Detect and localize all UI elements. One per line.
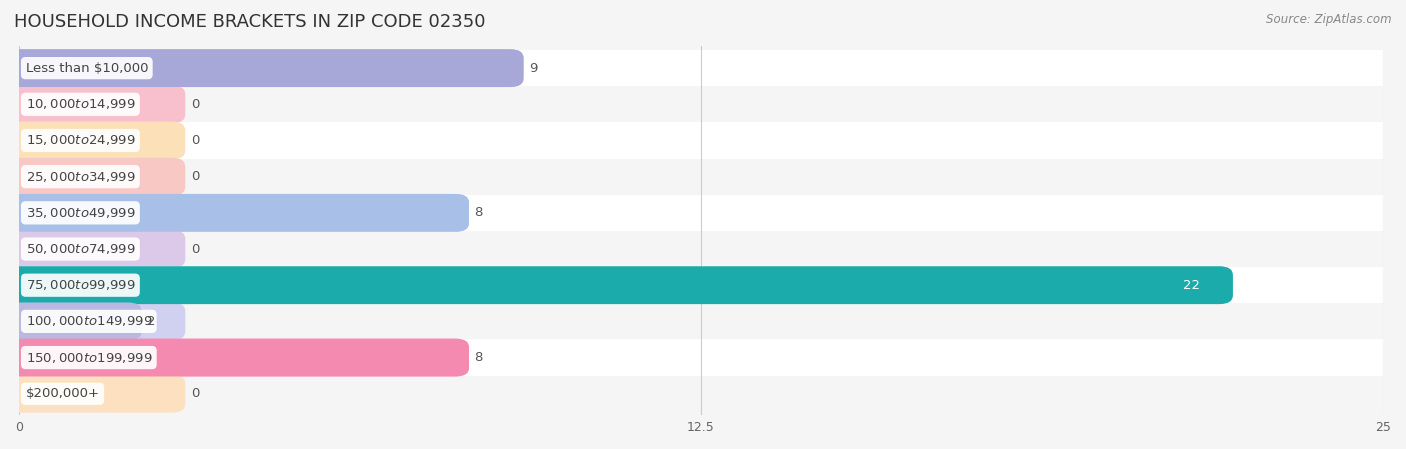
FancyBboxPatch shape <box>6 303 186 340</box>
Text: 9: 9 <box>529 62 537 75</box>
Text: $75,000 to $99,999: $75,000 to $99,999 <box>25 278 135 292</box>
Bar <box>20 303 1384 339</box>
Text: 8: 8 <box>475 207 484 220</box>
Text: HOUSEHOLD INCOME BRACKETS IN ZIP CODE 02350: HOUSEHOLD INCOME BRACKETS IN ZIP CODE 02… <box>14 13 485 31</box>
Bar <box>20 50 1384 86</box>
FancyBboxPatch shape <box>6 230 186 268</box>
FancyBboxPatch shape <box>6 266 1233 304</box>
Text: 0: 0 <box>191 170 200 183</box>
FancyBboxPatch shape <box>6 49 523 87</box>
Bar <box>20 339 1384 376</box>
Text: $200,000+: $200,000+ <box>25 387 100 400</box>
FancyBboxPatch shape <box>6 194 470 232</box>
Text: 22: 22 <box>1184 279 1201 292</box>
Text: $35,000 to $49,999: $35,000 to $49,999 <box>25 206 135 220</box>
FancyBboxPatch shape <box>6 85 186 123</box>
Bar <box>20 86 1384 123</box>
FancyBboxPatch shape <box>6 49 523 87</box>
Text: Less than $10,000: Less than $10,000 <box>25 62 148 75</box>
FancyBboxPatch shape <box>6 158 186 196</box>
Bar <box>20 267 1384 303</box>
Text: 0: 0 <box>191 98 200 111</box>
FancyBboxPatch shape <box>6 266 1233 304</box>
Text: $25,000 to $34,999: $25,000 to $34,999 <box>25 170 135 184</box>
Text: Source: ZipAtlas.com: Source: ZipAtlas.com <box>1267 13 1392 26</box>
FancyBboxPatch shape <box>6 339 470 376</box>
Bar <box>20 195 1384 231</box>
Bar <box>20 376 1384 412</box>
Text: 0: 0 <box>191 242 200 255</box>
Text: $100,000 to $149,999: $100,000 to $149,999 <box>25 314 152 328</box>
Bar <box>20 231 1384 267</box>
FancyBboxPatch shape <box>6 194 470 232</box>
Text: $150,000 to $199,999: $150,000 to $199,999 <box>25 351 152 365</box>
Text: 0: 0 <box>191 387 200 400</box>
Text: 2: 2 <box>148 315 156 328</box>
Bar <box>20 158 1384 195</box>
Text: $10,000 to $14,999: $10,000 to $14,999 <box>25 97 135 111</box>
FancyBboxPatch shape <box>6 375 186 413</box>
Text: 8: 8 <box>475 351 484 364</box>
FancyBboxPatch shape <box>6 339 470 376</box>
Text: $50,000 to $74,999: $50,000 to $74,999 <box>25 242 135 256</box>
Bar <box>20 123 1384 158</box>
Text: 0: 0 <box>191 134 200 147</box>
FancyBboxPatch shape <box>6 122 186 159</box>
FancyBboxPatch shape <box>6 303 142 340</box>
Text: $15,000 to $24,999: $15,000 to $24,999 <box>25 133 135 147</box>
